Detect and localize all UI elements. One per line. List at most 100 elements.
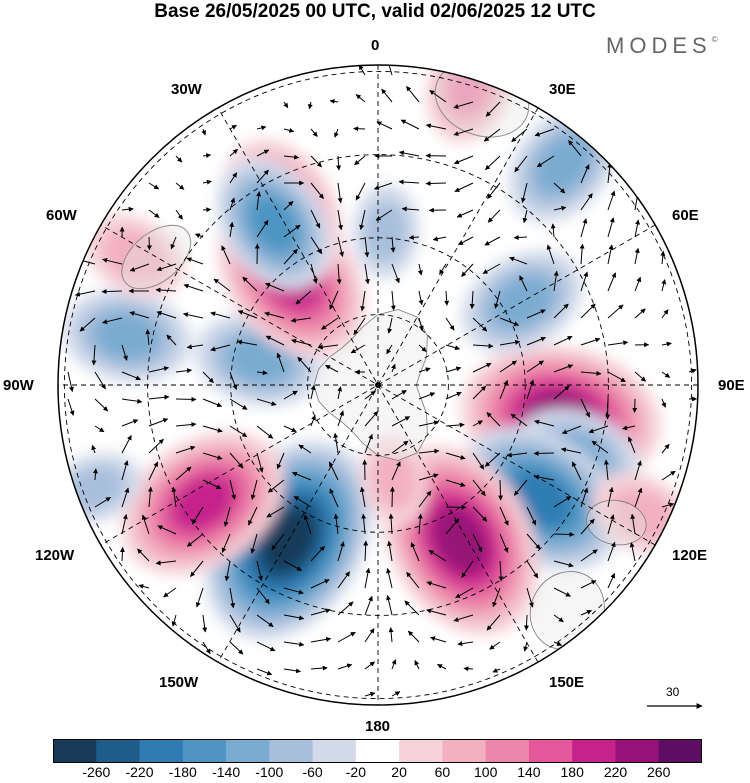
wind-vector-arrow <box>607 573 616 589</box>
wind-vector-arrow <box>364 628 375 643</box>
wind-vector-arrow <box>561 425 582 434</box>
wind-vector-arrow <box>229 641 244 655</box>
wind-vector-arrow <box>607 272 617 292</box>
wind-vector-arrow <box>148 461 159 481</box>
wind-vector-arrow <box>175 445 196 454</box>
wind-vector-arrow <box>489 641 501 650</box>
wind-vector-arrow <box>499 339 521 346</box>
wind-vector-arrow <box>175 209 183 220</box>
wind-vector-arrow <box>364 691 376 697</box>
wind-vector-arrow <box>553 531 575 537</box>
wind-vector-arrow <box>553 587 571 597</box>
wind-vector-arrow <box>660 250 666 265</box>
wind-vector-arrow <box>546 244 555 265</box>
wind-vector-arrow <box>580 487 589 508</box>
latitude-circle <box>230 237 526 533</box>
wind-vector-arrow <box>375 209 393 221</box>
wind-vector-arrow <box>310 155 322 168</box>
wind-vector-arrow <box>445 479 466 487</box>
wind-vector-arrow <box>141 514 150 535</box>
wind-vector-arrow <box>337 631 356 643</box>
latitude-circle <box>63 70 693 700</box>
wind-vector-arrow <box>523 641 529 652</box>
wind-vector-arrow <box>229 587 236 609</box>
wind-vector-arrow <box>256 614 274 628</box>
wind-vector-arrow <box>102 257 123 265</box>
wind-vector-arrow <box>607 371 626 383</box>
wind-vector-arrow <box>355 182 366 201</box>
wind-vector-arrow <box>484 236 501 246</box>
wind-vector-arrow <box>391 461 401 481</box>
wind-vector-arrow <box>129 263 150 272</box>
wind-vector-arrow <box>175 396 197 402</box>
wind-vector-arrow <box>146 236 152 251</box>
wind-vector-arrow <box>472 420 483 427</box>
wind-vector-arrow <box>437 663 447 670</box>
colorbar-swatch <box>269 739 314 763</box>
colorbar-swatch <box>312 739 357 763</box>
wind-vector-arrow <box>373 182 393 190</box>
wind-vector-arrow <box>519 275 528 292</box>
wind-vector-arrow <box>334 128 339 138</box>
wind-vector-arrow <box>603 459 609 481</box>
wind-vector-arrow <box>256 169 269 184</box>
wind-vector-arrow <box>506 452 528 458</box>
wind-vector-arrow <box>453 614 474 622</box>
wind-vector-arrow <box>498 479 504 501</box>
wind-vector-arrow <box>195 587 204 608</box>
colorbar-tick-label: -100 <box>255 764 284 780</box>
wind-vector-arrow <box>283 560 303 571</box>
wind-vector-arrow <box>156 263 177 272</box>
wind-vector-arrow <box>387 317 393 334</box>
map-title: Base 26/05/2025 00 UTC, valid 02/06/2025… <box>154 1 596 22</box>
wind-vector-arrow <box>360 290 366 312</box>
wind-vector-arrow <box>445 344 461 351</box>
wind-vector-arrow <box>166 334 177 346</box>
wind-vector-arrow <box>202 614 208 633</box>
wind-vector-arrow <box>155 287 177 293</box>
wind-vector-arrow <box>337 541 345 562</box>
wind-vector-arrow <box>310 263 318 284</box>
wind-vector-arrow <box>417 513 423 535</box>
wind-vector-arrow <box>242 276 258 292</box>
wind-vector-arrow <box>358 65 366 76</box>
wind-vector-arrow <box>406 571 420 589</box>
wind-vector-arrow <box>121 419 139 427</box>
wind-vector-arrow <box>533 474 555 481</box>
wind-vector-arrow <box>553 205 567 211</box>
wind-vector-arrow <box>91 444 97 454</box>
wind-vector-arrow <box>418 448 440 454</box>
wind-vector-arrow <box>499 379 509 400</box>
wind-vector-arrow <box>297 356 312 373</box>
wind-vector-arrow <box>283 614 305 621</box>
wind-vector-arrow <box>74 290 96 297</box>
wind-vector-arrow <box>101 289 123 295</box>
wind-vector-arrow <box>310 665 328 671</box>
wind-vector-arrow <box>553 495 572 508</box>
lon-label-150w: 150W <box>159 674 199 691</box>
wind-vector-arrow <box>121 460 129 481</box>
wind-vector-arrow <box>550 223 556 238</box>
wind-vector-arrow <box>426 608 447 616</box>
wind-vector-arrow <box>469 290 475 310</box>
wind-vector-arrow <box>454 182 474 192</box>
wind-vector-arrow <box>429 89 447 103</box>
wind-vector-arrow <box>432 236 447 242</box>
wind-vector-arrow <box>283 101 289 109</box>
wind-vector-arrow <box>283 587 304 595</box>
wind-vector-arrow <box>456 209 474 218</box>
wind-vector-arrow <box>445 391 462 400</box>
wind-vector-arrow <box>389 486 395 508</box>
wind-vector-arrow <box>386 344 393 355</box>
wind-vector-arrow <box>186 257 204 265</box>
wind-vector-arrow <box>390 236 396 253</box>
wind-vector-arrow <box>171 614 177 627</box>
wind-vector-arrow <box>310 209 321 229</box>
wind-vector-arrow <box>472 385 487 400</box>
wind-vector-arrow <box>414 660 420 670</box>
wind-vector-arrow <box>457 641 474 647</box>
lon-label-60w: 60W <box>46 207 77 224</box>
wind-vector-arrow <box>524 614 530 631</box>
wind-vector-arrow <box>201 128 207 136</box>
wind-vector-arrow <box>634 247 640 265</box>
